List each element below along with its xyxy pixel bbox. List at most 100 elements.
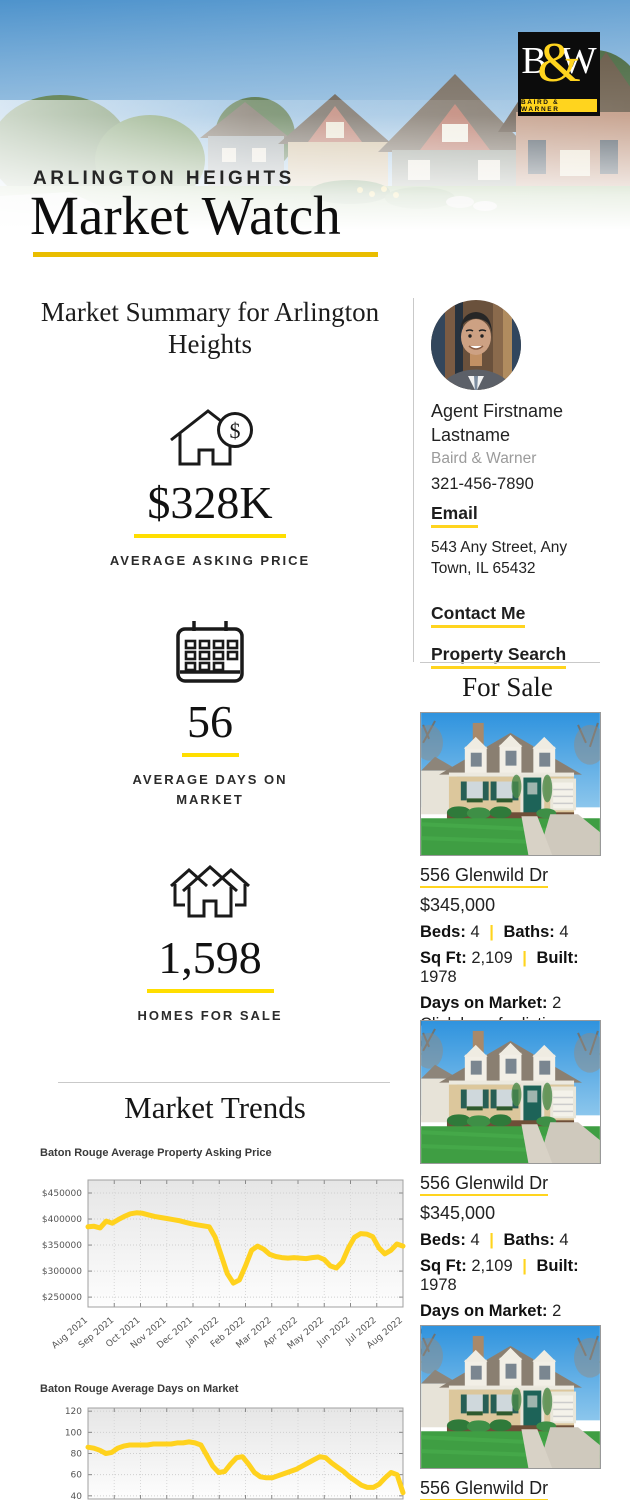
stat-label: AVERAGE ASKING PRICE (109, 553, 311, 569)
dom-value: 2 (552, 994, 562, 1012)
stat-underline (181, 753, 239, 758)
listing-card: 556 Glenwild Dr $345,000 Beds: 4 | Baths… (420, 712, 601, 1055)
listing-address-link[interactable]: 556 Glenwild Dr (420, 1478, 549, 1500)
logo-letter-w: W (560, 40, 597, 82)
price-line-chart: $250000 $300000 $350000 $400000 $450000 Aug 2… (42, 1179, 406, 1352)
column-divider (413, 298, 414, 662)
svg-text:Jul 2022: Jul 2022 (343, 1316, 378, 1348)
listing-card: 556 Glenwild Dr $345,000 Days on Market:… (420, 1325, 601, 1500)
svg-text:Aug 2022: Aug 2022 (365, 1316, 405, 1352)
separator: | (522, 949, 527, 967)
email-link[interactable]: Email (431, 503, 478, 528)
agent-phone: 321-456-7890 (431, 474, 534, 493)
svg-text:$450000: $450000 (42, 1189, 82, 1199)
svg-text:$300000: $300000 (42, 1267, 82, 1277)
built-value: 1978 (420, 968, 457, 986)
baird-warner-logo[interactable]: B W & BAIRD & WARNER (518, 32, 600, 116)
logo-name-bar: BAIRD & WARNER (521, 98, 597, 113)
listing-photo[interactable] (420, 712, 601, 856)
title-underline (33, 252, 378, 257)
property-search-link[interactable]: Property Search (431, 644, 567, 669)
svg-text:$: $ (230, 418, 241, 443)
dom-label: Days on Market: (420, 1302, 548, 1320)
logo-name-text: BAIRD & WARNER (521, 98, 560, 113)
listing-beds-baths: Beds: 4 | Baths: 4 (420, 923, 601, 942)
built-value: 1978 (420, 1276, 457, 1294)
svg-text:Mar 2022: Mar 2022 (235, 1316, 274, 1351)
sqft-value: 2,109 (471, 1257, 513, 1275)
svg-text:100: 100 (65, 1428, 82, 1438)
svg-text:Apr 2022: Apr 2022 (262, 1316, 300, 1350)
svg-text:Jun 2022: Jun 2022 (315, 1316, 353, 1350)
stat-value: $328K (147, 477, 273, 528)
listing-dom: Days on Market: 2 (420, 994, 601, 1013)
listing-address-link[interactable]: 556 Glenwild Dr (420, 1173, 549, 1196)
logo-letters: B W & (518, 35, 600, 91)
days-chart-title: Baton Rouge Average Days on Market (40, 1383, 239, 1395)
logo-letter-b: B (521, 40, 547, 82)
svg-text:$350000: $350000 (42, 1241, 82, 1251)
agent-address: 543 Any Street, Any Town, IL 65432 (431, 538, 568, 578)
beds-label: Beds: (420, 1231, 466, 1249)
stat-label: AVERAGE DAYS ON MARKET (132, 772, 288, 807)
beds-label: Beds: (420, 923, 466, 941)
homes-icon (30, 858, 390, 922)
svg-text:May 2022: May 2022 (286, 1316, 326, 1352)
contact-me-link[interactable]: Contact Me (431, 603, 526, 628)
svg-text:Jan 2022: Jan 2022 (184, 1316, 222, 1350)
sqft-value: 2,109 (471, 949, 513, 967)
logo-ampersand: & (537, 32, 581, 94)
svg-text:120: 120 (65, 1407, 82, 1417)
svg-text:80: 80 (71, 1450, 83, 1460)
stat-underline (146, 989, 274, 994)
svg-text:Aug 2021: Aug 2021 (50, 1316, 90, 1352)
svg-text:Sep 2021: Sep 2021 (77, 1316, 116, 1351)
listing-dom: Days on Market: 2 (420, 1302, 601, 1321)
market-summary-heading: Market Summary for Arlington Heights (40, 297, 380, 359)
listing-price: $345,000 (420, 895, 496, 915)
baths-label: Baths: (503, 923, 555, 941)
svg-text:Nov 2021: Nov 2021 (129, 1316, 169, 1352)
svg-text:60: 60 (71, 1471, 83, 1481)
baths-label: Baths: (503, 1231, 555, 1249)
listing-sqft-built: Sq Ft: 2,109 | Built: 1978 (420, 949, 601, 987)
built-label: Built: (536, 1257, 579, 1275)
svg-text:40: 40 (71, 1492, 83, 1500)
trends-divider (58, 1082, 390, 1083)
stat-homes-for-sale: 1,598 HOMES FOR SALE (30, 858, 390, 1026)
listing-address-link[interactable]: 556 Glenwild Dr (420, 865, 549, 888)
baths-value: 4 (559, 1231, 569, 1249)
listing-beds-baths: Beds: 4 | Baths: 4 (420, 1231, 601, 1250)
listing-card: 556 Glenwild Dr $345,000 Beds: 4 | Baths… (420, 1020, 601, 1363)
separator: | (489, 923, 494, 941)
agent-photo (431, 300, 521, 390)
beds-value: 4 (470, 923, 480, 941)
baths-value: 4 (559, 923, 569, 941)
listing-photo[interactable] (420, 1325, 601, 1469)
beds-value: 4 (470, 1231, 480, 1249)
house-dollar-icon: $ (30, 405, 390, 467)
dom-value: 2 (552, 1302, 562, 1320)
svg-text:Feb 2022: Feb 2022 (209, 1316, 247, 1350)
separator: | (522, 1257, 527, 1275)
svg-text:$250000: $250000 (42, 1293, 82, 1303)
page-title: Market Watch (30, 185, 341, 246)
calendar-icon (30, 618, 390, 686)
dom-label: Days on Market: (420, 994, 548, 1012)
stat-value: 56 (187, 696, 233, 747)
price-chart-title: Baton Rouge Average Property Asking Pric… (40, 1147, 272, 1159)
sqft-label: Sq Ft: (420, 949, 467, 967)
stat-underline (134, 534, 286, 539)
stat-value: 1,598 (158, 932, 262, 983)
agent-card: Agent Firstname Lastname Baird & Warner … (431, 400, 609, 669)
svg-text:Dec 2021: Dec 2021 (155, 1316, 195, 1351)
listing-photo[interactable] (420, 1020, 601, 1164)
svg-text:Oct 2021: Oct 2021 (104, 1316, 142, 1350)
stat-average-days-on-market: 56 AVERAGE DAYS ON MARKET (30, 618, 390, 809)
stat-label: HOMES FOR SALE (137, 1008, 283, 1024)
listing-sqft-built: Sq Ft: 2,109 | Built: 1978 (420, 1257, 601, 1295)
agent-company: Baird & Warner (431, 449, 537, 467)
for-sale-heading: For Sale (462, 672, 553, 702)
